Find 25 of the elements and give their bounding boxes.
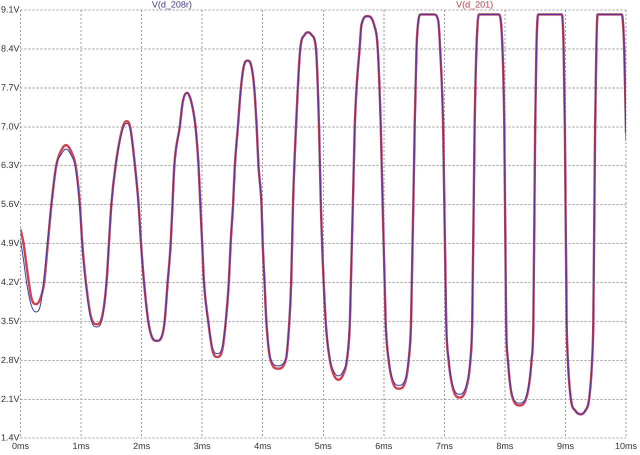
- x-tick-label: 1ms: [72, 441, 90, 452]
- y-tick-label: 2.8V: [1, 354, 20, 365]
- x-tick-label: 3ms: [194, 441, 212, 452]
- x-tick-label: 4ms: [254, 441, 272, 452]
- x-tick-label: 0ms: [12, 441, 30, 452]
- y-tick-label: 4.2V: [1, 276, 20, 287]
- y-tick-label: 1.4V: [1, 432, 20, 443]
- x-tick-label: 8ms: [496, 441, 514, 452]
- y-tick-label: 6.3V: [1, 160, 20, 170]
- y-tick-label: 3.5V: [1, 316, 20, 326]
- text: V(d_208r): [152, 0, 192, 10]
- y-tick-label: 7.7V: [1, 82, 20, 92]
- x-tick-label: 10ms: [614, 441, 638, 452]
- x-tick-label: 2ms: [133, 441, 151, 452]
- x-tick-label: 5ms: [314, 441, 332, 452]
- y-tick-label: 7.0V: [1, 121, 20, 132]
- x-tick-label: 6ms: [375, 441, 393, 452]
- y-tick-label: 2.1V: [1, 394, 20, 404]
- y-tick-label: 5.6V: [1, 199, 20, 210]
- x-tick-label: 9ms: [556, 441, 574, 452]
- y-tick-label: 8.4V: [1, 43, 20, 54]
- y-tick-label: 9.1V: [1, 4, 20, 14]
- x-tick-label: 7ms: [436, 441, 454, 452]
- series-label: V(d_201): [456, 0, 494, 10]
- y-tick-label: 4.9V: [1, 238, 20, 248]
